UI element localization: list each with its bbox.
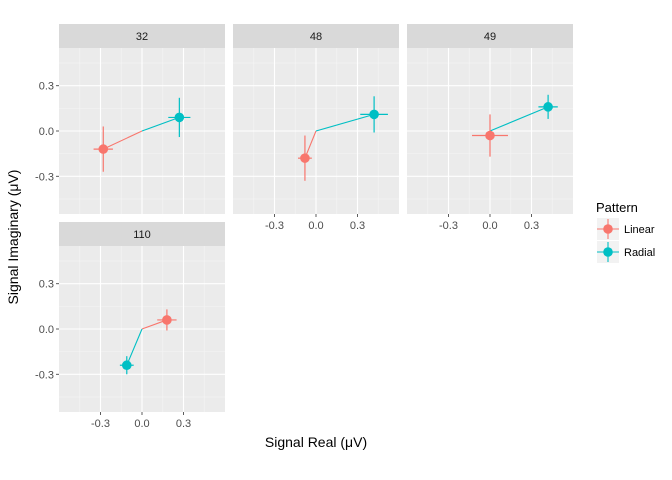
facet-strip bbox=[407, 24, 573, 48]
x-tick-label: 0.3 bbox=[350, 220, 365, 232]
facet-strip bbox=[59, 222, 225, 246]
x-tick-label: -0.3 bbox=[91, 418, 110, 430]
facet-strip-label: 110 bbox=[133, 229, 151, 241]
data-point-radial bbox=[543, 102, 553, 112]
legend: Pattern Linear Radial bbox=[596, 200, 655, 263]
x-tick-label: -0.3 bbox=[265, 220, 284, 232]
panel-49: 49 bbox=[407, 24, 573, 214]
connector-line-radial bbox=[315, 113, 375, 132]
y-tick-label: 0.0 bbox=[39, 324, 54, 336]
facet-strip-label: 48 bbox=[310, 31, 322, 43]
x-tick-label: 0.3 bbox=[524, 220, 539, 232]
facet-strip-label: 49 bbox=[484, 31, 496, 43]
panel-110: 110 bbox=[59, 222, 225, 412]
legend-entry-radial: Radial bbox=[597, 241, 655, 263]
y-tick-label: -0.3 bbox=[35, 369, 54, 381]
connector-line-linear bbox=[304, 130, 317, 159]
data-point-linear bbox=[162, 315, 172, 325]
data-point-radial bbox=[121, 360, 132, 371]
facet-strip bbox=[59, 24, 225, 48]
x-tick-label: 0.3 bbox=[176, 418, 191, 430]
data-point-linear bbox=[98, 144, 109, 154]
x-tick-label: 0.0 bbox=[482, 220, 497, 232]
panel-32: 32 bbox=[59, 24, 225, 214]
legend-label: Linear bbox=[624, 224, 655, 236]
facet-strip bbox=[233, 24, 399, 48]
panel-48: 48 bbox=[233, 24, 399, 214]
legend-key-point bbox=[603, 224, 613, 234]
x-tick-label: -0.3 bbox=[439, 220, 458, 232]
x-tick-label: 0.0 bbox=[134, 418, 149, 430]
axes-layer: -0.3 0.0 0.3 -0.3 0.0 0.3 -0.3 0.0 0.3 -0.3 0.0 0.3… bbox=[35, 81, 539, 430]
legend-entry-linear: Linear bbox=[597, 218, 655, 240]
connector-line-linear bbox=[103, 130, 143, 150]
y-tick-label: 0.0 bbox=[39, 126, 54, 138]
legend-key-point bbox=[603, 247, 613, 257]
connector-line-radial bbox=[489, 106, 549, 132]
x-axis-title: Signal Real (μV) bbox=[265, 434, 367, 450]
x-tick-label: 0.0 bbox=[308, 220, 323, 232]
data-point-radial bbox=[174, 112, 185, 123]
y-tick-label: 0.3 bbox=[39, 279, 54, 291]
y-tick-label: 0.3 bbox=[39, 81, 54, 93]
legend-title: Pattern bbox=[596, 200, 638, 215]
y-tick-label: -0.3 bbox=[35, 171, 54, 183]
panels-layer: 32 48 49 110 bbox=[59, 24, 573, 412]
data-point-linear bbox=[485, 130, 495, 141]
legend-label: Radial bbox=[624, 247, 655, 259]
facet-strip-label: 32 bbox=[136, 31, 148, 43]
connector-line-radial bbox=[126, 328, 143, 366]
connector-line-radial bbox=[141, 116, 180, 132]
y-axis-title: Signal Imaginary (μV) bbox=[5, 170, 21, 305]
data-point-linear bbox=[300, 153, 310, 163]
data-point-radial bbox=[369, 109, 379, 120]
